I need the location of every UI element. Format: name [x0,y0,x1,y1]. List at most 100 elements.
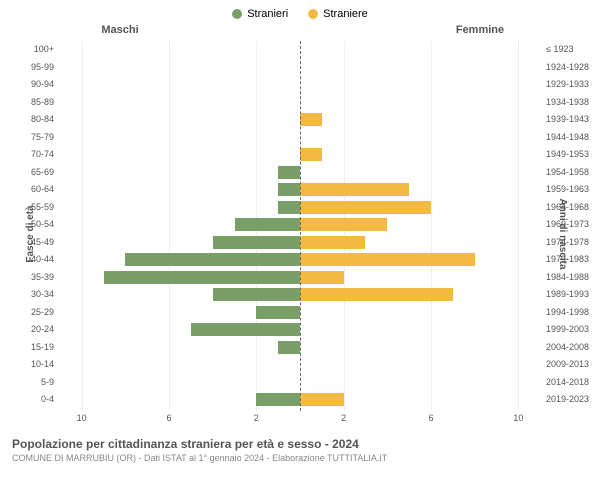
year-label: 1939-1943 [546,111,589,129]
female-half [300,356,540,374]
legend-swatch-female [308,9,318,19]
year-label: 1969-1973 [546,216,589,234]
header-male: Maschi [0,24,300,36]
age-label: 15-19 [31,339,54,357]
male-bar [256,306,300,319]
female-half [300,94,540,112]
chart-container: Fasce di età Anni di nascita 100+≤ 19239… [0,36,600,431]
column-headers: Maschi Femmine [0,24,600,36]
age-label: 80-84 [31,111,54,129]
year-label: 2019-2023 [546,391,589,409]
age-label: 100+ [34,41,54,59]
male-half [60,356,300,374]
x-tick: 6 [166,413,171,423]
chart-area: 100+≤ 192395-991924-192890-941929-193385… [60,41,540,411]
year-label: 1954-1958 [546,164,589,182]
age-label: 60-64 [31,181,54,199]
female-half [300,269,540,287]
male-half [60,199,300,217]
x-axis: 10 6 2 2 6 10 [60,413,540,428]
female-bar [300,201,431,214]
year-label: 1979-1983 [546,251,589,269]
chart-subtitle: COMUNE DI MARRUBIU (OR) - Dati ISTAT al … [12,453,588,463]
female-half [300,76,540,94]
male-half [60,269,300,287]
year-label: 2009-2013 [546,356,589,374]
x-tick: 10 [77,413,87,423]
male-half [60,216,300,234]
year-label: ≤ 1923 [546,41,573,59]
female-half [300,374,540,392]
x-tick: 10 [513,413,523,423]
male-half [60,374,300,392]
age-label: 20-24 [31,321,54,339]
age-label: 55-59 [31,199,54,217]
year-label: 1989-1993 [546,286,589,304]
female-half [300,199,540,217]
female-half [300,146,540,164]
year-label: 1984-1988 [546,269,589,287]
female-bar [300,271,344,284]
female-half [300,41,540,59]
female-half [300,286,540,304]
male-bar [213,288,300,301]
female-half [300,321,540,339]
male-bar [125,253,300,266]
male-bar [256,393,300,406]
header-female: Femmine [300,24,600,36]
male-half [60,129,300,147]
x-tick: 6 [429,413,434,423]
age-label: 35-39 [31,269,54,287]
male-half [60,59,300,77]
legend-item-female: Straniere [308,8,368,20]
female-bar [300,148,322,161]
year-label: 2004-2008 [546,339,589,357]
male-half [60,339,300,357]
x-tick: 2 [254,413,259,423]
age-label: 65-69 [31,164,54,182]
year-label: 1929-1933 [546,76,589,94]
female-half [300,59,540,77]
age-label: 40-44 [31,251,54,269]
female-half [300,216,540,234]
male-bar [278,183,300,196]
male-half [60,321,300,339]
male-bar [235,218,300,231]
year-label: 1949-1953 [546,146,589,164]
age-label: 10-14 [31,356,54,374]
male-half [60,391,300,409]
male-bar [278,201,300,214]
age-label: 95-99 [31,59,54,77]
age-label: 0-4 [41,391,54,409]
female-bar [300,113,322,126]
age-label: 25-29 [31,304,54,322]
male-half [60,234,300,252]
male-bar [104,271,300,284]
year-label: 1959-1963 [546,181,589,199]
female-half [300,339,540,357]
female-half [300,391,540,409]
male-half [60,146,300,164]
female-bar [300,236,365,249]
male-half [60,181,300,199]
female-bar [300,218,387,231]
legend-item-male: Stranieri [232,8,288,20]
age-label: 30-34 [31,286,54,304]
year-label: 1999-2003 [546,321,589,339]
age-label: 75-79 [31,129,54,147]
year-label: 1934-1938 [546,94,589,112]
female-bar [300,253,475,266]
male-half [60,76,300,94]
female-bar [300,393,344,406]
chart-footer: Popolazione per cittadinanza straniera p… [0,431,600,463]
legend-label-female: Straniere [323,8,368,20]
male-half [60,286,300,304]
male-bar [213,236,300,249]
age-label: 70-74 [31,146,54,164]
male-bar [278,341,300,354]
x-tick: 2 [341,413,346,423]
year-label: 1994-1998 [546,304,589,322]
female-half [300,164,540,182]
male-half [60,41,300,59]
male-half [60,304,300,322]
